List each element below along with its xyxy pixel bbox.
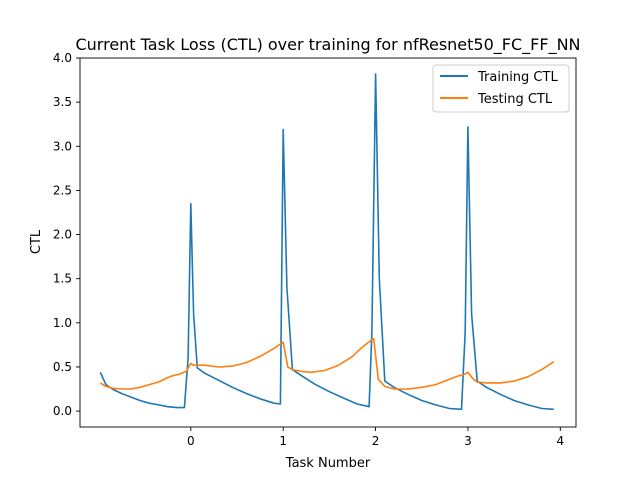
y-tick-label: 0.5: [53, 360, 72, 374]
y-tick-label: 2.5: [53, 183, 72, 197]
y-tick-label: 2.0: [53, 228, 72, 242]
x-axis-ticks: 0 1 2 3 4: [187, 427, 564, 448]
series-line-training: [99, 73, 554, 411]
x-tick-label: 0: [187, 434, 195, 448]
y-tick-label: 3.5: [53, 95, 72, 109]
series-layer: [99, 73, 555, 411]
plot-frame: [79, 57, 577, 428]
x-tick-label: 4: [556, 434, 564, 448]
series-line-testing: [99, 337, 555, 390]
y-axis-label: CTL: [29, 229, 44, 254]
chart-title: Current Task Loss (CTL) over training fo…: [75, 35, 580, 55]
x-axis-label: Task Number: [285, 456, 371, 471]
legend-label-training: Training CTL: [477, 70, 558, 85]
x-tick-label: 3: [464, 434, 472, 448]
y-tick-label: 1.5: [53, 272, 72, 286]
y-axis-ticks: 0.0 0.5 1.0 1.5 2.0 2.5 3.0 3.5 4.0: [53, 51, 80, 418]
x-tick-label: 1: [279, 434, 287, 448]
y-tick-label: 1.0: [53, 316, 72, 330]
legend: Training CTL Testing CTL: [432, 64, 570, 113]
y-tick-label: 0.0: [53, 404, 72, 418]
legend-label-testing: Testing CTL: [477, 92, 553, 107]
y-tick-label: 4.0: [53, 51, 72, 65]
x-tick-label: 2: [372, 434, 380, 448]
y-tick-label: 3.0: [53, 139, 72, 153]
